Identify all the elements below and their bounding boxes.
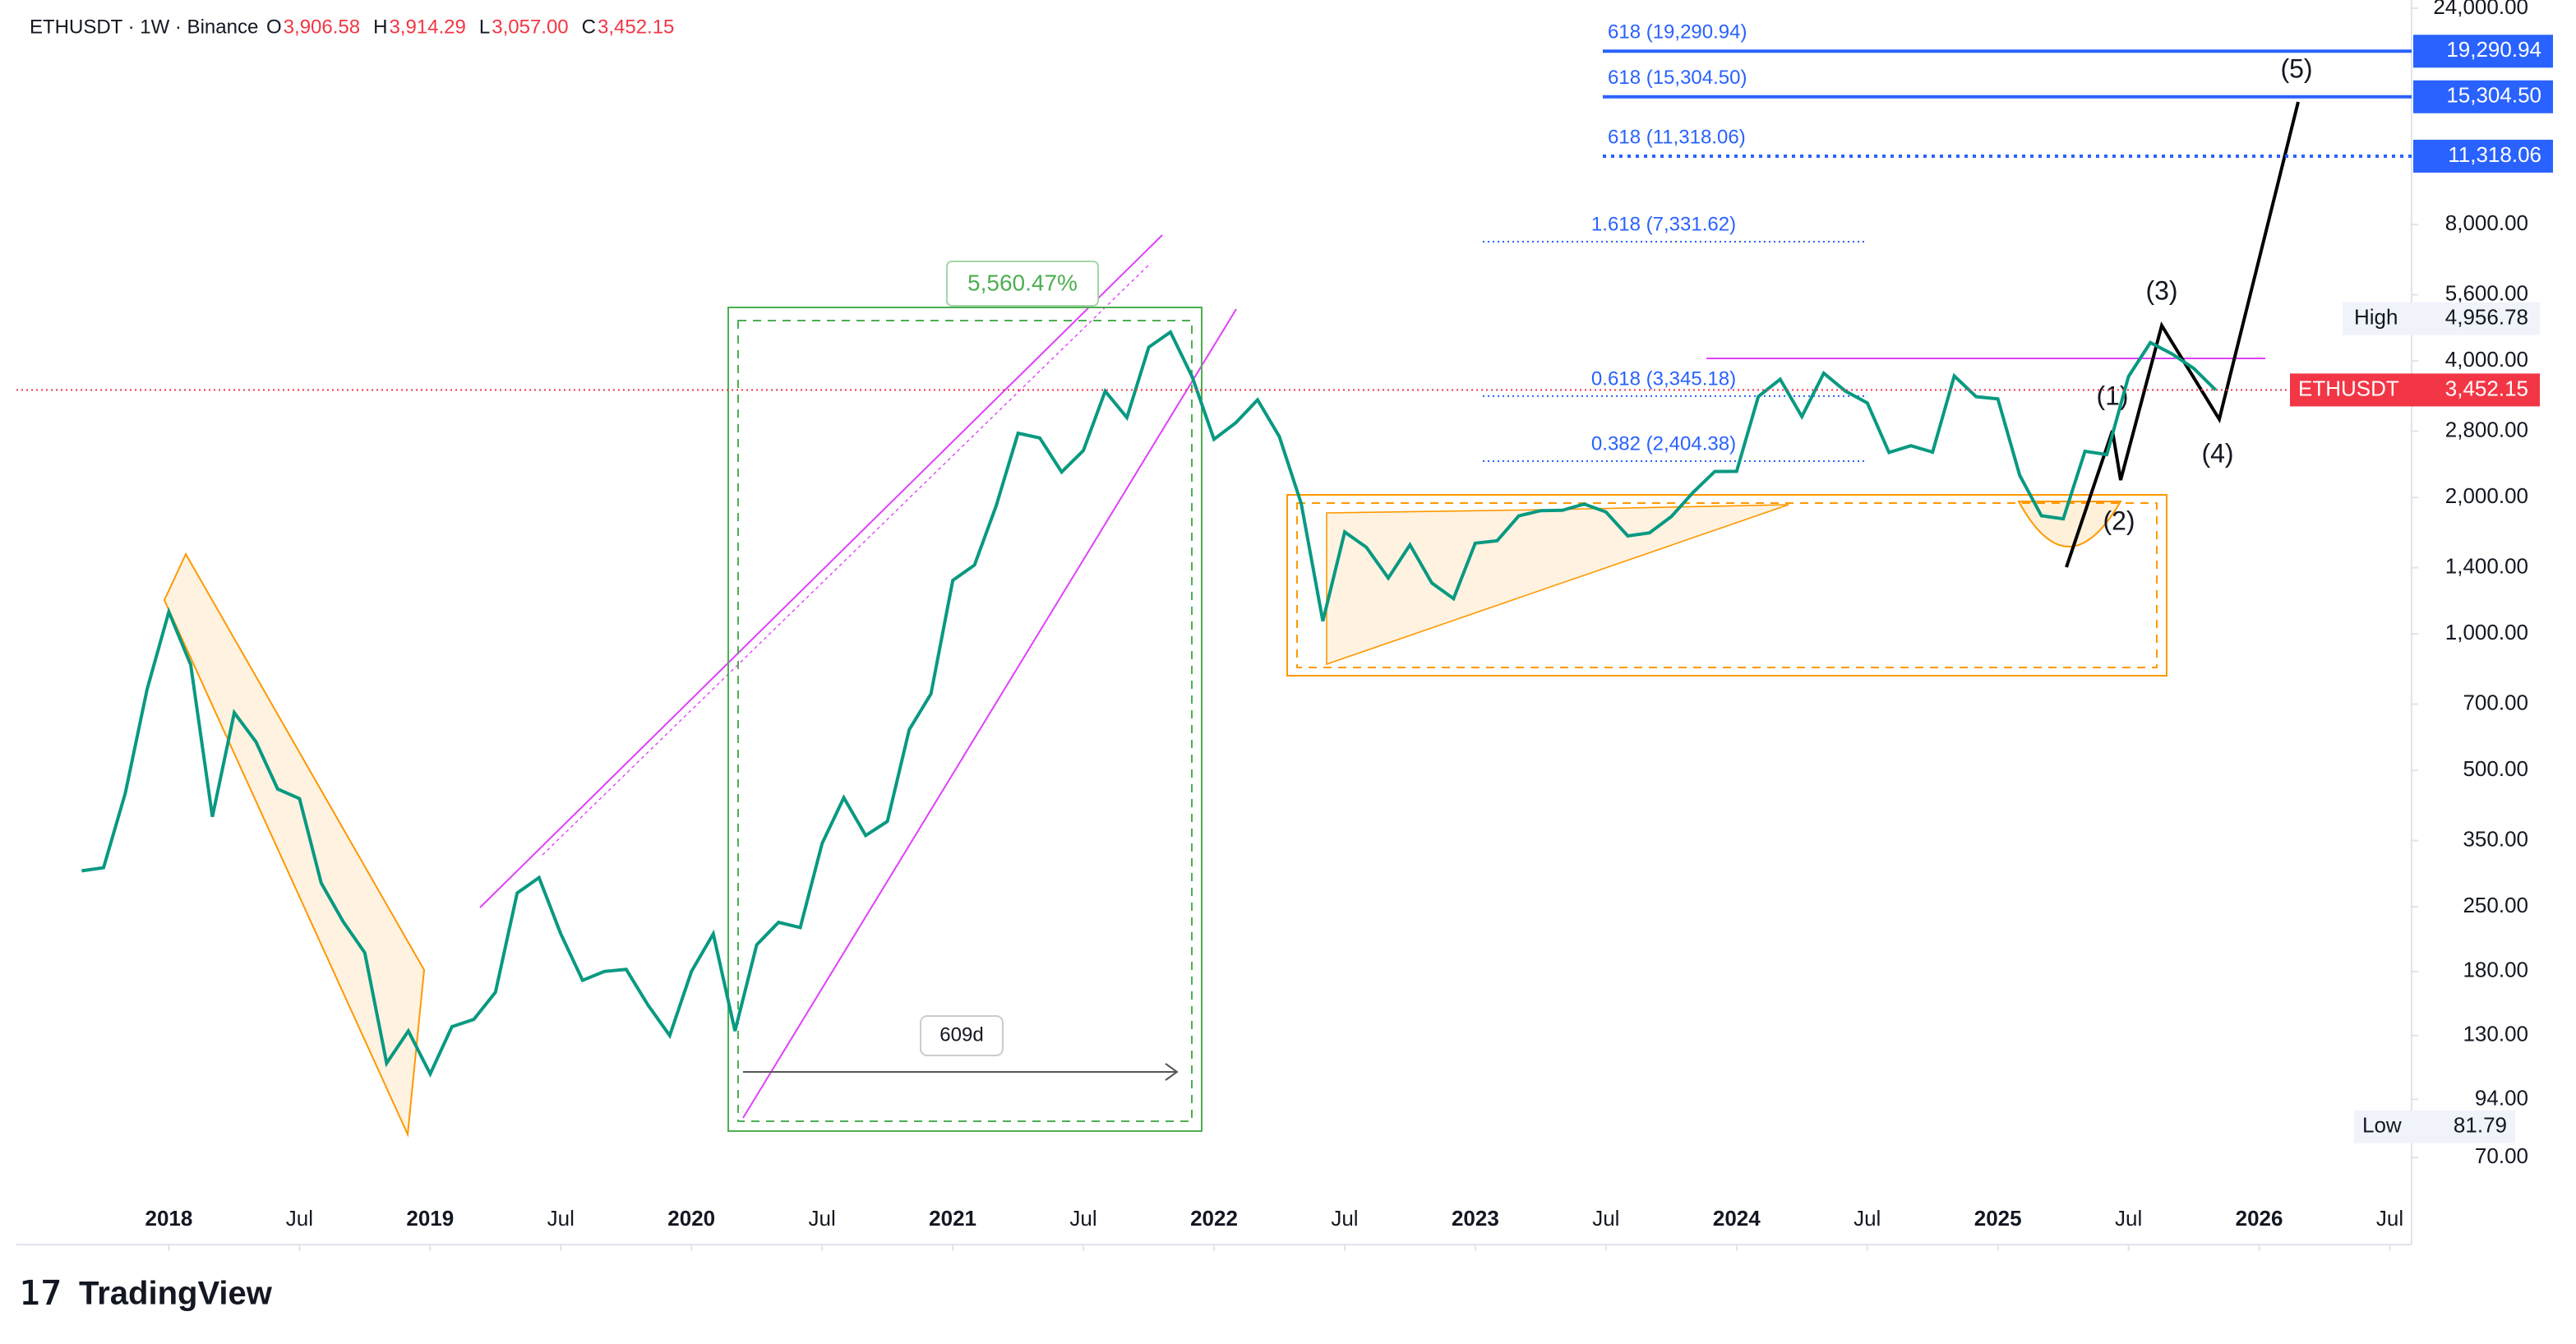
target-tag-label: 19,290.94 xyxy=(2446,37,2541,62)
y-tick-label: 5,600.00 xyxy=(2445,280,2528,305)
target-tag-label: 11,318.06 xyxy=(2448,142,2541,167)
y-tick-label: 24,000.00 xyxy=(2433,0,2528,19)
y-tick-label: 500.00 xyxy=(2463,756,2528,781)
target-tag-label: 15,304.50 xyxy=(2446,83,2541,108)
gain-box xyxy=(946,261,1099,307)
x-tick-label: 2020 xyxy=(667,1206,715,1231)
x-tick-label: Jul xyxy=(547,1206,575,1231)
wave-label: (3) xyxy=(2145,275,2177,305)
target-tag xyxy=(2413,80,2553,113)
wave-label: (4) xyxy=(2201,438,2233,468)
last-price-name: ETHUSDT xyxy=(2298,376,2399,400)
wave-label: (2) xyxy=(2103,506,2135,535)
measure-box xyxy=(727,307,1203,1132)
ohlc-value: 3,906.58 xyxy=(284,16,360,38)
y-tick-label: 1,400.00 xyxy=(2445,553,2528,578)
fib-label: 0.382 (2,404.38) xyxy=(1591,432,1736,455)
y-tick-label: 250.00 xyxy=(2463,893,2528,917)
x-tick-label: 2025 xyxy=(1974,1206,2022,1231)
x-tick-label: 2023 xyxy=(1452,1206,1499,1231)
x-tick-label: Jul xyxy=(1592,1206,1619,1231)
ohlc-key: C xyxy=(582,16,596,38)
high-tag xyxy=(2343,302,2540,335)
wave-label: (5) xyxy=(2280,53,2312,83)
ohlc-key: H xyxy=(373,16,387,38)
x-tick-label: Jul xyxy=(2115,1206,2142,1231)
x-tick-label: 2021 xyxy=(929,1206,976,1231)
last-price-tag xyxy=(2290,373,2540,407)
high-label: High xyxy=(2354,305,2398,330)
fib-label: 618 (19,290.94) xyxy=(1608,21,1747,44)
y-tick-label: 94.00 xyxy=(2475,1085,2528,1110)
x-tick-label: Jul xyxy=(1331,1206,1358,1231)
brand: TradingView xyxy=(79,1276,273,1312)
ohlc-key: L xyxy=(479,16,490,38)
arrow-head xyxy=(1165,1063,1179,1081)
ohlc: O 3,906.58 H 3,914.29 L 3,057.00 C 3,452.15 xyxy=(266,16,674,38)
down-channel xyxy=(163,552,426,1138)
x-tick-label: 2024 xyxy=(1713,1206,1761,1231)
y-tick-label: 2,000.00 xyxy=(2445,483,2528,508)
logo-mark: 𝟣𝟩 xyxy=(20,1276,62,1312)
symbol: ETHUSDT · 1W · Binance xyxy=(30,16,258,38)
duration-box xyxy=(920,1015,1004,1056)
low-value: 81.79 xyxy=(2454,1113,2507,1138)
y-tick-label: 70.00 xyxy=(2475,1143,2528,1168)
y-tick-label: 1,000.00 xyxy=(2445,620,2528,644)
low-tag xyxy=(2354,1110,2515,1143)
y-tick-label: 350.00 xyxy=(2463,826,2528,851)
x-tick-label: 2018 xyxy=(145,1206,193,1231)
y-tick-label: 130.00 xyxy=(2463,1022,2528,1046)
x-tick-label: Jul xyxy=(1854,1206,1881,1231)
measure-box-inner xyxy=(737,320,1193,1122)
triangle xyxy=(1326,504,1789,666)
duration-label: 609d xyxy=(939,1023,983,1046)
ohlc-key: O xyxy=(266,16,282,38)
ohlc-value: 3,057.00 xyxy=(492,16,568,38)
ohlc-value: 3,914.29 xyxy=(389,16,465,38)
ohlc-value: 3,452.15 xyxy=(598,16,674,38)
y-tick-label: 4,000.00 xyxy=(2445,347,2528,372)
last-price-label: 3,452.15 xyxy=(2445,376,2528,400)
x-tick-label: Jul xyxy=(1069,1206,1096,1231)
y-tick-label: 180.00 xyxy=(2463,958,2528,982)
y-tick-label: 8,000.00 xyxy=(2445,210,2528,235)
gain-label: 5,560.47% xyxy=(967,270,1078,295)
x-tick-label: Jul xyxy=(286,1206,313,1231)
fib-label: 1.618 (7,331.62) xyxy=(1591,213,1736,235)
price-line xyxy=(81,330,2218,1078)
y-tick-label: 700.00 xyxy=(2463,690,2528,714)
y-tick-label: 2,800.00 xyxy=(2445,417,2528,441)
fib-label: 618 (15,304.50) xyxy=(1608,67,1747,89)
x-tick-label: Jul xyxy=(2376,1206,2403,1231)
range-box-inner xyxy=(1296,502,2158,668)
high-value: 4,956.78 xyxy=(2445,305,2528,330)
x-tick-label: 2019 xyxy=(406,1206,454,1231)
low-label: Low xyxy=(2362,1113,2402,1138)
x-tick-label: Jul xyxy=(809,1206,836,1231)
channel-line xyxy=(479,234,1163,908)
channel-line xyxy=(742,308,1237,1119)
x-tick-label: 2026 xyxy=(2236,1206,2283,1231)
x-tick-label: 2022 xyxy=(1190,1206,1238,1231)
range-box xyxy=(1286,494,2167,677)
fib-label: 618 (11,318.06) xyxy=(1608,126,1746,148)
target-tag xyxy=(2413,35,2553,68)
fib-label: 0.618 (3,345.18) xyxy=(1591,367,1736,390)
target-tag xyxy=(2413,140,2553,173)
